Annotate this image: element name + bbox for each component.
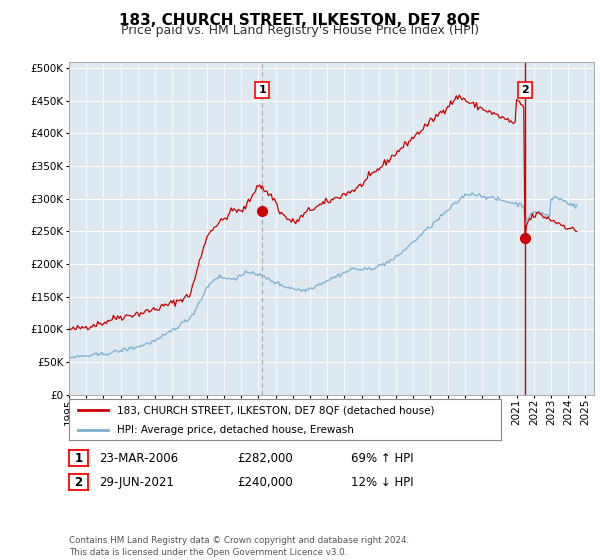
Text: 1: 1: [258, 85, 266, 95]
Text: 1: 1: [74, 451, 83, 465]
Text: 183, CHURCH STREET, ILKESTON, DE7 8QF (detached house): 183, CHURCH STREET, ILKESTON, DE7 8QF (d…: [116, 405, 434, 415]
Text: 2: 2: [74, 475, 83, 489]
Text: Contains HM Land Registry data © Crown copyright and database right 2024.
This d: Contains HM Land Registry data © Crown c…: [69, 536, 409, 557]
Text: £240,000: £240,000: [237, 475, 293, 489]
Text: 69% ↑ HPI: 69% ↑ HPI: [351, 451, 413, 465]
Text: 23-MAR-2006: 23-MAR-2006: [99, 451, 178, 465]
Text: HPI: Average price, detached house, Erewash: HPI: Average price, detached house, Erew…: [116, 424, 353, 435]
Text: 12% ↓ HPI: 12% ↓ HPI: [351, 475, 413, 489]
Text: £282,000: £282,000: [237, 451, 293, 465]
Text: Price paid vs. HM Land Registry's House Price Index (HPI): Price paid vs. HM Land Registry's House …: [121, 24, 479, 36]
Text: 29-JUN-2021: 29-JUN-2021: [99, 475, 174, 489]
Text: 2: 2: [521, 85, 529, 95]
Text: 183, CHURCH STREET, ILKESTON, DE7 8QF: 183, CHURCH STREET, ILKESTON, DE7 8QF: [119, 13, 481, 28]
